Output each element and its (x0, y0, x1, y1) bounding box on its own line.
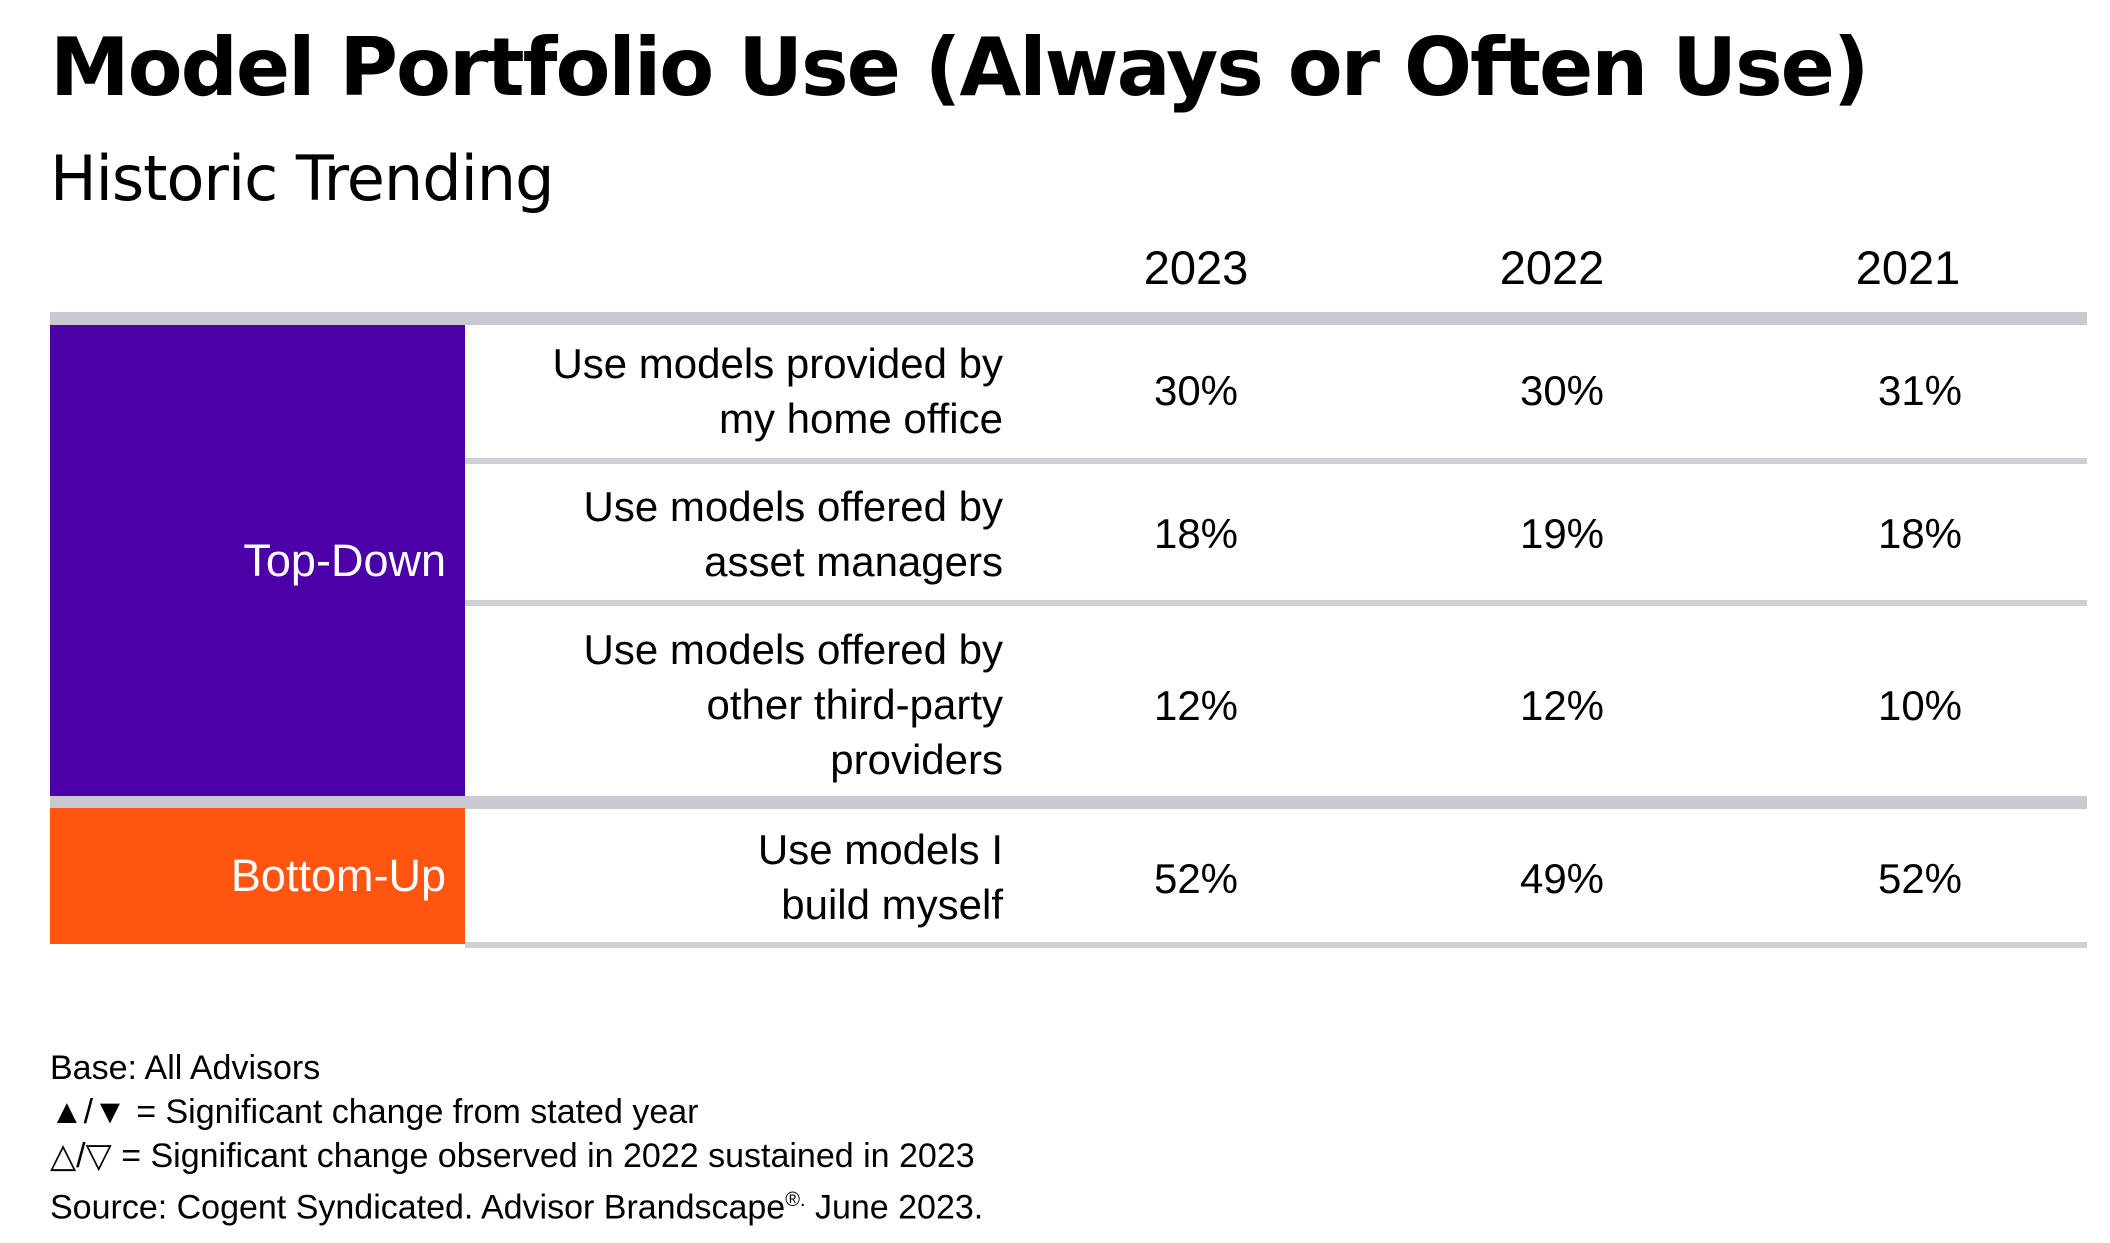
footnotes: Base: All Advisors ▲/▼ = Significant cha… (50, 1046, 983, 1229)
row-divider (465, 600, 2087, 606)
row-label-asset-managers: Use models offered by asset managers (583, 483, 1003, 585)
table-cell: 19% (1519, 510, 1605, 557)
legend-solid-arrows: ▲/▼ = Significant change from stated yea… (50, 1093, 699, 1131)
table-cell: 18% (1153, 510, 1239, 557)
group-top-down: Top-Down (50, 325, 465, 796)
table-cell: 49% (1519, 855, 1605, 902)
table-cell: 12% (1153, 682, 1239, 729)
table-cell: 52% (1153, 855, 1239, 902)
group-divider-rule (50, 796, 2087, 809)
table-cell: 12% (1519, 682, 1605, 729)
column-header-2021: 2021 (1855, 241, 1961, 294)
row-label-build-myself: Use models I build myself (757, 826, 1003, 928)
group-bottom-up: Bottom-Up (50, 808, 465, 944)
column-header-2023: 2023 (1143, 241, 1249, 294)
column-header-2022: 2022 (1499, 241, 1605, 294)
row-label-home-office: Use models provided by my home office (552, 340, 1003, 442)
base-note: Base: All Advisors (50, 1049, 321, 1087)
table-bottom-rule (465, 942, 2087, 948)
table-top-rule (50, 312, 2087, 325)
group-label: Top-Down (243, 534, 446, 586)
table-cell: 10% (1877, 682, 1963, 729)
group-label: Bottom-Up (230, 850, 446, 901)
source-note: Source: Cogent Syndicated. Advisor Brand… (50, 1188, 984, 1227)
table-cell: 30% (1519, 367, 1605, 414)
table-cell: 18% (1877, 510, 1963, 557)
row-divider (465, 458, 2087, 464)
page-subtitle: Historic Trending (50, 142, 554, 215)
table-cell: 52% (1877, 855, 1963, 902)
page-title: Model Portfolio Use (Always or Often Use… (50, 21, 1869, 114)
table-cell: 30% (1153, 367, 1239, 414)
row-label-third-party: Use models offered by other third-party … (583, 626, 1003, 783)
table-cell: 31% (1877, 367, 1963, 414)
legend-hollow-arrows: △/▽ = Significant change observed in 202… (50, 1137, 975, 1175)
